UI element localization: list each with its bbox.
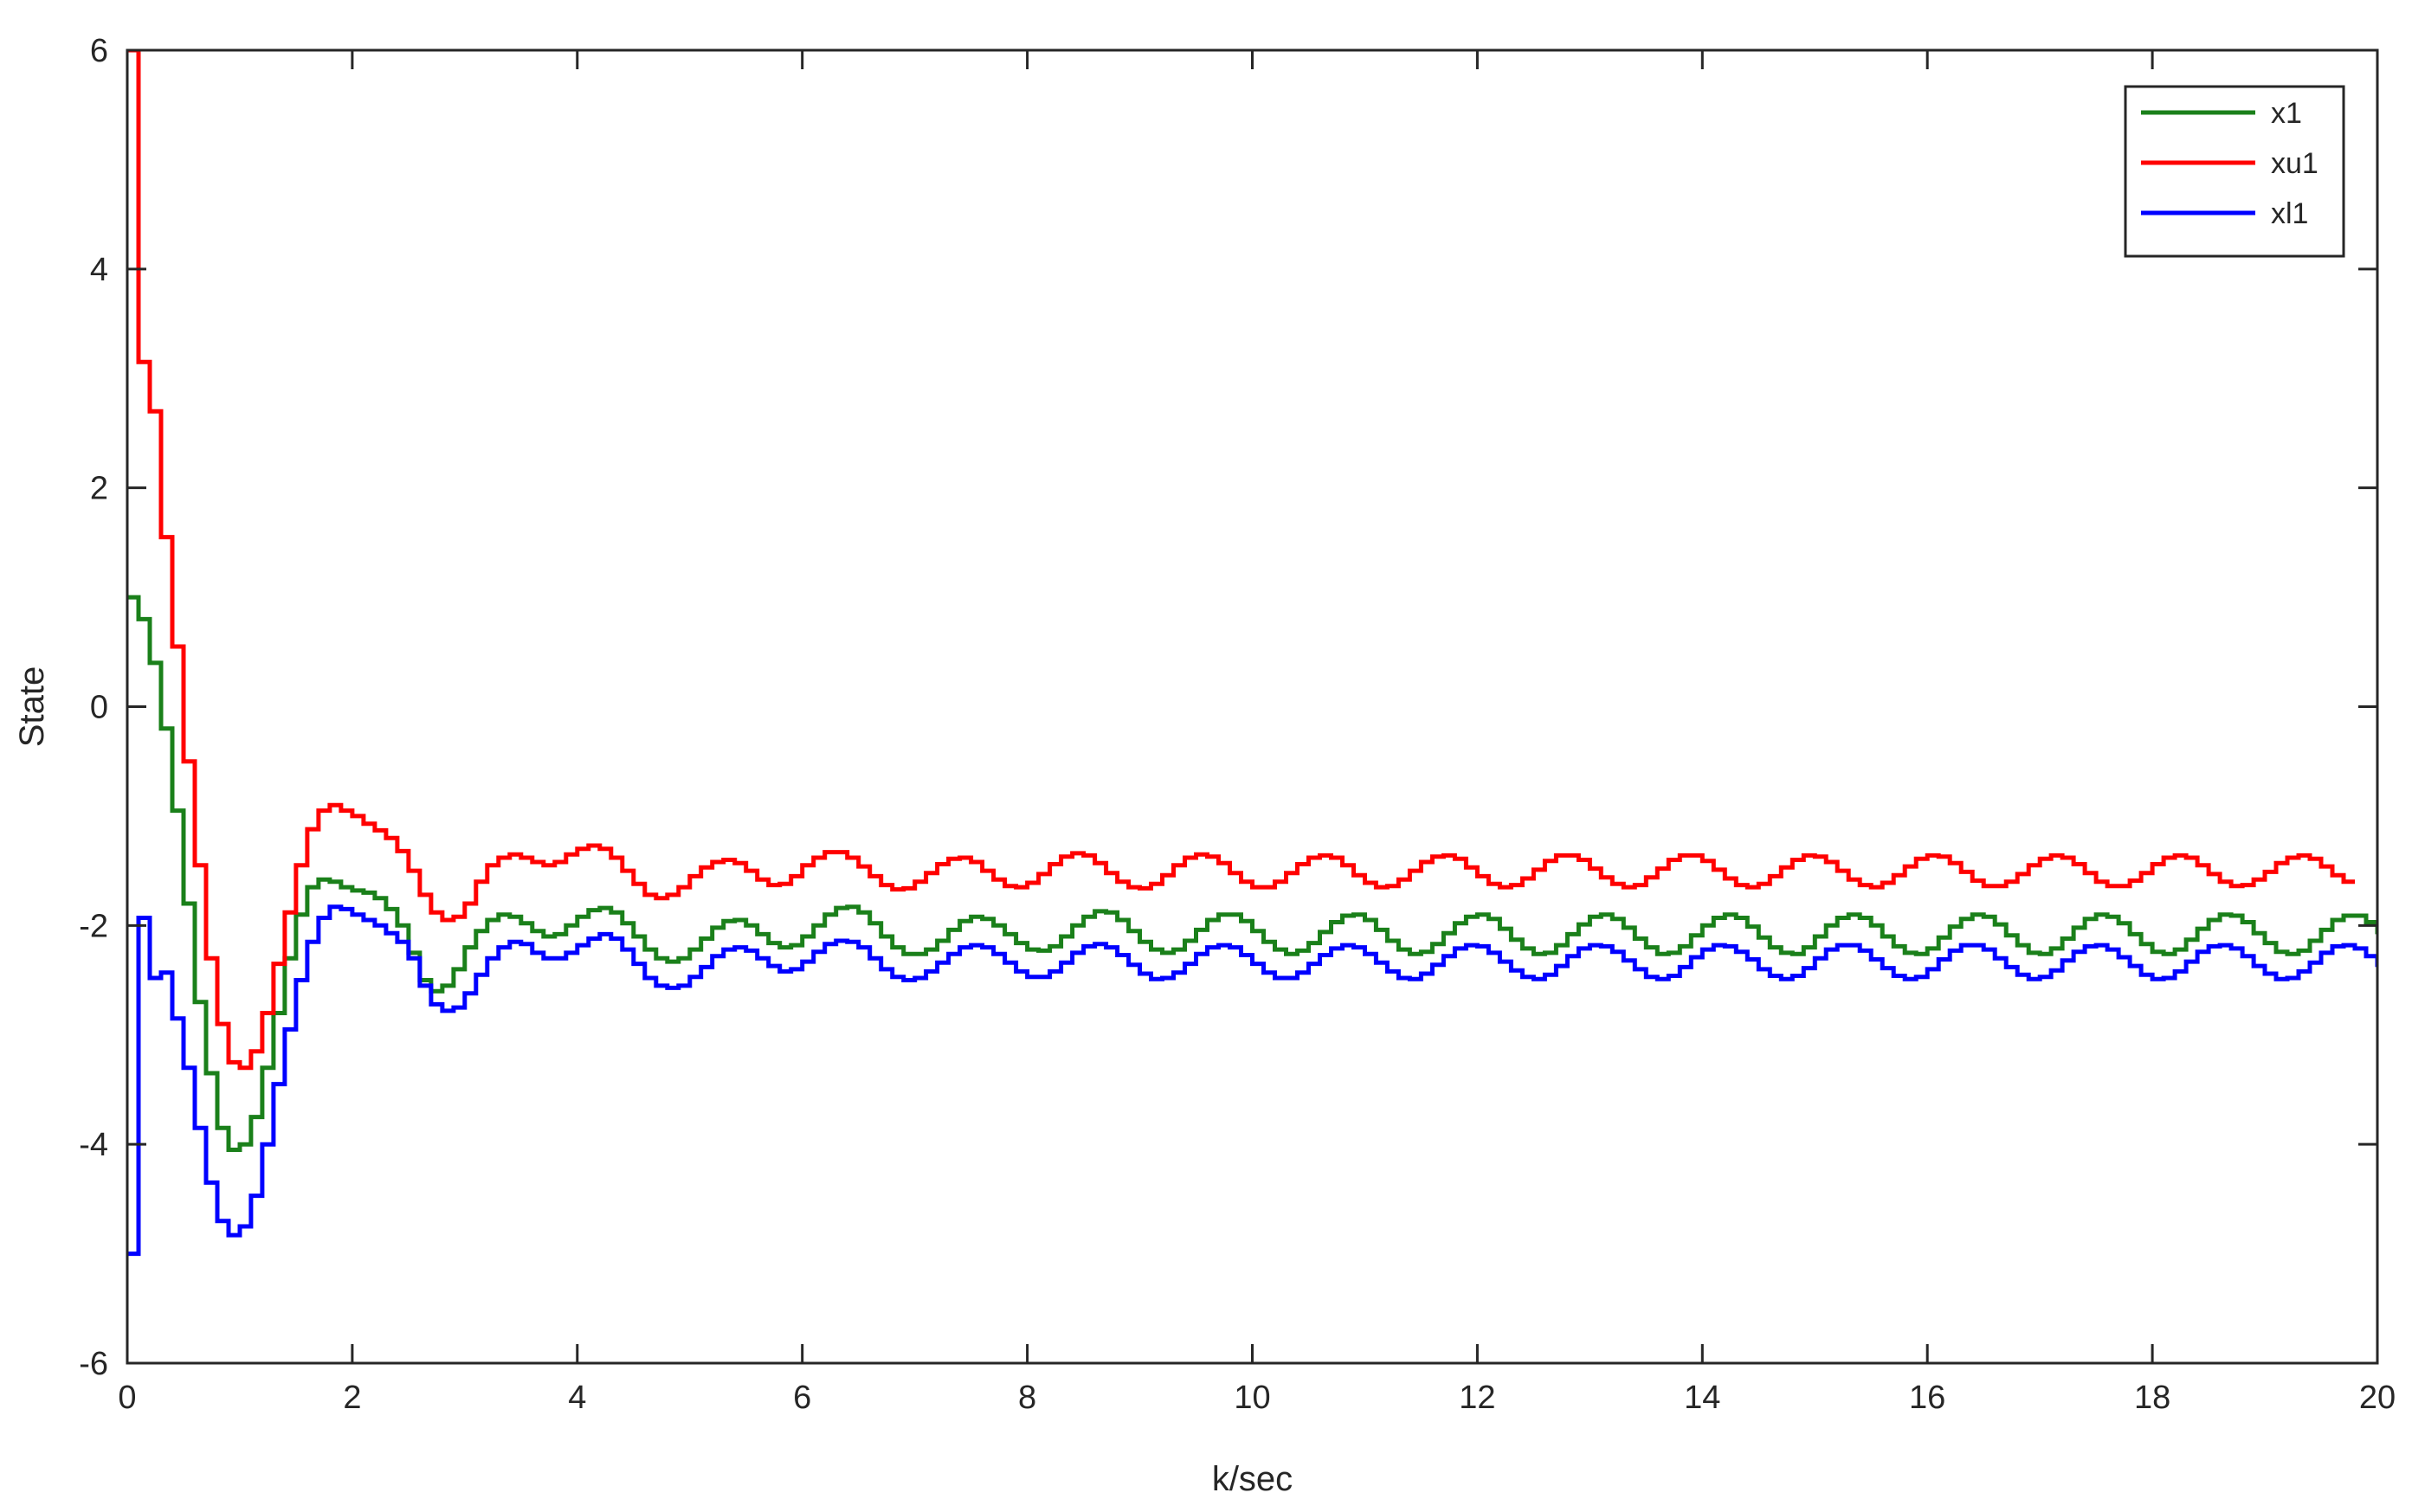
x-axis-label: k/sec [1212, 1460, 1293, 1498]
x-tick-label: 18 [2134, 1380, 2170, 1416]
x-tick-label: 6 [793, 1380, 811, 1416]
y-tick-label: -6 [79, 1346, 108, 1382]
x-tick-label: 12 [1459, 1380, 1495, 1416]
y-tick-label: 0 [90, 690, 108, 726]
y-tick-label: -4 [79, 1127, 108, 1163]
x-tick-label: 10 [1234, 1380, 1270, 1416]
y-axis-label: State [13, 666, 51, 747]
x-tick-label: 8 [1018, 1380, 1036, 1416]
y-tick-label: 6 [90, 33, 108, 69]
legend-label-x1: x1 [2271, 97, 2302, 130]
legend-label-xu1: xu1 [2271, 147, 2318, 180]
axis-ticks: 0 2 4 6 8 10 12 14 16 18 20 -6 -4 -2 0 2 4 6 [79, 33, 2396, 1416]
legend: x1 xu1 xl1 [2124, 85, 2345, 258]
y-tick-label: 2 [90, 471, 108, 507]
x-tick-label: 20 [2359, 1380, 2396, 1416]
y-tick-label: 4 [90, 252, 108, 288]
y-tick-label: -2 [79, 908, 108, 944]
x-tick-label: 2 [343, 1380, 361, 1416]
axes-box [126, 48, 2379, 1365]
x-tick-label: 16 [1909, 1380, 1945, 1416]
legend-label-xl1: xl1 [2271, 197, 2308, 230]
series-line-xu1 [127, 50, 2355, 1071]
x-tick-label: 14 [1684, 1380, 1720, 1416]
x-tick-label: 4 [568, 1380, 586, 1416]
series-line-xl1 [127, 904, 2377, 1257]
x-tick-label: 0 [118, 1380, 136, 1416]
legend-box [2124, 85, 2345, 258]
series-line-x1 [127, 595, 2377, 1152]
